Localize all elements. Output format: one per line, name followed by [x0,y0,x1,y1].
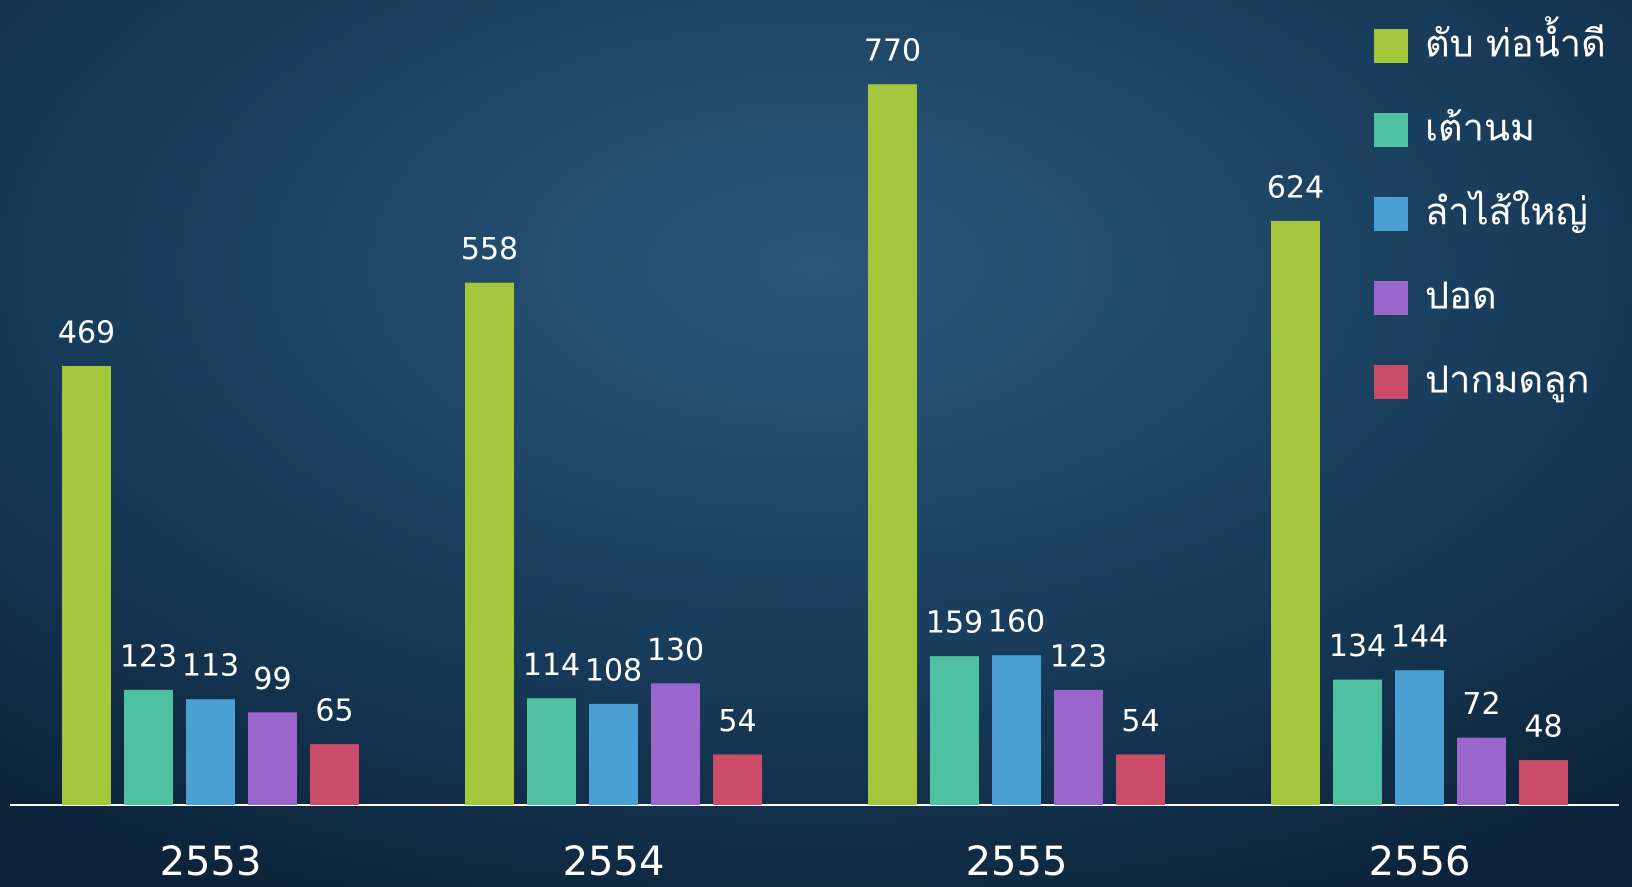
bar [310,744,359,805]
data-label: 558 [461,232,518,267]
data-label: 48 [1524,710,1562,745]
legend-swatch [1374,281,1408,315]
bar [1271,220,1320,805]
bar [1519,760,1568,805]
data-label: 65 [315,694,353,729]
bar [930,656,979,805]
legend-swatch [1374,365,1408,399]
x-tick-label: 2556 [1369,839,1471,885]
data-label: 54 [718,704,756,739]
bar [527,698,576,805]
legend-label: ปอด [1425,274,1497,318]
bar [1333,679,1382,805]
bar [186,699,235,805]
bar [589,703,638,805]
data-label: 54 [1121,704,1159,739]
data-label: 159 [926,606,983,641]
legend-swatch [1374,197,1408,231]
legend-swatch [1374,29,1408,63]
x-tick-label: 2554 [563,839,665,885]
bar [465,282,514,805]
x-tick-label: 2553 [160,839,262,885]
data-label: 108 [585,653,642,688]
data-label: 469 [58,315,115,350]
legend-swatch [1374,113,1408,147]
data-label: 144 [1391,620,1448,655]
bar [1054,689,1103,805]
data-label: 114 [523,648,580,683]
legend-label: ปากมดลูก [1425,358,1590,403]
data-label: 113 [182,649,239,684]
bar [868,84,917,805]
data-label: 134 [1329,629,1386,664]
legend-label: ตับ ท่อน้ำดี [1425,16,1606,66]
legend-label: ลำไส้ใหญ่ [1425,190,1588,234]
legend-label: เต้านม [1425,106,1535,150]
bar [62,365,111,805]
x-tick-label: 2555 [966,839,1068,885]
bar [124,689,173,805]
bar [992,655,1041,805]
data-label: 123 [1050,639,1107,674]
data-label: 130 [647,633,704,668]
data-label: 72 [1462,687,1500,722]
data-label: 770 [864,34,921,69]
bar [651,683,700,805]
data-label: 123 [120,639,177,674]
bar [1116,754,1165,805]
data-label: 99 [253,662,291,697]
data-label: 624 [1267,170,1324,205]
bar [713,754,762,805]
data-label: 160 [988,605,1045,640]
bar [1395,670,1444,805]
bar [248,712,297,805]
bar [1457,737,1506,805]
